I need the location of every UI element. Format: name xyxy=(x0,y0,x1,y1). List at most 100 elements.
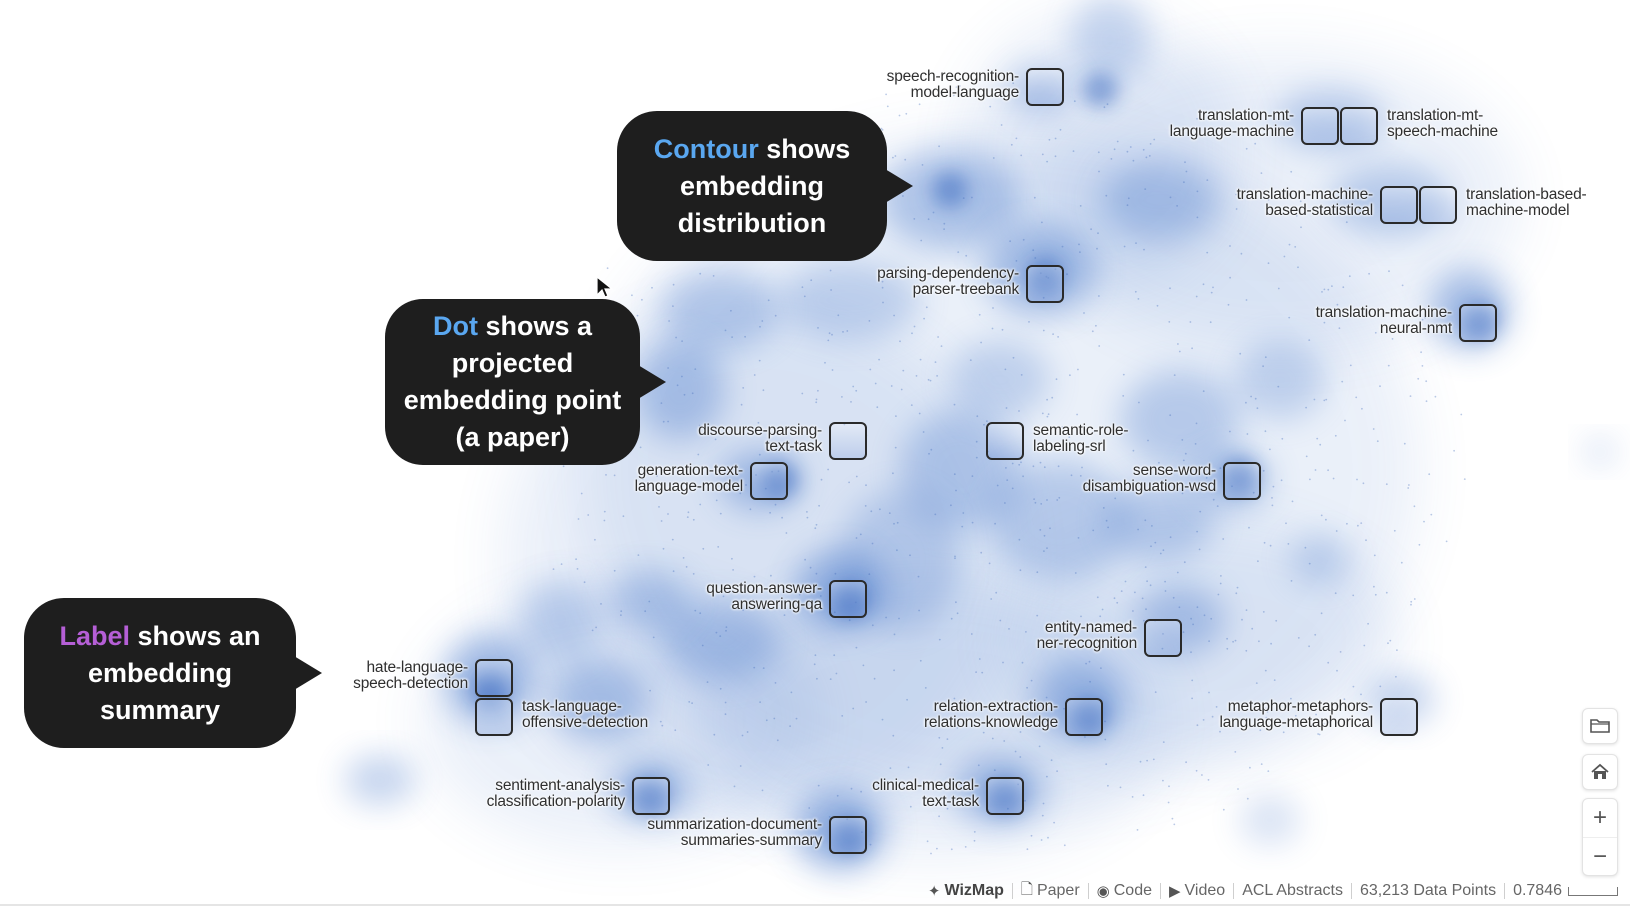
embedding-dot xyxy=(961,525,964,528)
embedding-dot xyxy=(1010,94,1012,96)
label-parsing-dependency[interactable]: parsing-dependency-parser-treebank xyxy=(877,265,1019,298)
tile-semantic-role[interactable] xyxy=(986,422,1024,460)
embedding-dot xyxy=(1169,196,1172,199)
label-generation-text[interactable]: generation-text-language-model xyxy=(634,462,744,495)
label-sense-word[interactable]: sense-word-disambiguation-wsd xyxy=(1082,462,1217,495)
embedding-dot xyxy=(1033,498,1035,500)
embedding-dot xyxy=(1277,287,1280,290)
label-summarization[interactable]: summarization-document-summaries-summary xyxy=(647,816,822,849)
embedding-dot xyxy=(682,557,685,559)
embedding-dot xyxy=(1032,249,1035,252)
label-clinical-medical[interactable]: clinical-medical-text-task xyxy=(872,777,979,810)
zoom-out-button[interactable]: − xyxy=(1592,843,1607,870)
label-relation-extraction[interactable]: relation-extraction-relations-knowledge xyxy=(923,698,1058,731)
tile-speech-recognition[interactable] xyxy=(1026,68,1064,106)
embedding-dot xyxy=(643,470,646,473)
embedding-dot xyxy=(1345,221,1348,224)
embedding-dot xyxy=(1282,731,1285,734)
zoom-in-button[interactable]: + xyxy=(1583,799,1617,838)
tile-translation-neural[interactable] xyxy=(1459,304,1497,342)
embedding-dot xyxy=(878,358,880,361)
embedding-dot xyxy=(1314,469,1317,471)
label-metaphor[interactable]: metaphor-metaphors-language-metaphorical xyxy=(1219,698,1374,731)
tile-task-language[interactable] xyxy=(475,698,513,736)
embedding-dot xyxy=(898,617,900,620)
embedding-dot xyxy=(1042,329,1045,332)
footer-code-link[interactable]: ◉ Code xyxy=(1089,882,1160,900)
embedding-dot xyxy=(789,725,791,727)
tile-sentiment-analysis[interactable] xyxy=(632,777,670,815)
tile-discourse-parsing[interactable] xyxy=(829,422,867,460)
folder-button[interactable] xyxy=(1582,708,1618,744)
tile-generation-text[interactable] xyxy=(750,462,788,500)
label-translation-mt-speech[interactable]: translation-mt-speech-machine xyxy=(1387,107,1498,140)
embedding-dot xyxy=(956,612,959,615)
label-speech-recognition[interactable]: speech-recognition-model-language xyxy=(886,68,1020,101)
embedding-dot xyxy=(876,406,879,409)
tile-summarization[interactable] xyxy=(829,816,867,854)
embedding-dot xyxy=(917,575,920,578)
embedding-dot xyxy=(938,638,941,641)
embedding-dot xyxy=(1051,396,1054,399)
tile-clinical-medical[interactable] xyxy=(986,777,1024,815)
embedding-dot xyxy=(770,574,772,577)
embedding-dot xyxy=(855,475,858,478)
tile-translation-mt-language[interactable] xyxy=(1301,107,1339,145)
label-hate-language[interactable]: hate-language-speech-detection xyxy=(353,659,468,692)
embedding-dot xyxy=(1396,649,1398,651)
footer-paper-link[interactable]: 🗋 Paper xyxy=(1013,879,1088,904)
embedding-dot xyxy=(694,609,697,612)
embedding-dot xyxy=(1043,534,1046,537)
tile-metaphor[interactable] xyxy=(1380,698,1418,736)
callout-label-line3: summary xyxy=(99,694,221,725)
tile-parsing-dependency[interactable] xyxy=(1026,265,1064,303)
embedding-dot xyxy=(1116,140,1119,143)
embedding-dot xyxy=(1046,415,1049,418)
embedding-dot xyxy=(992,157,995,159)
embedding-dot xyxy=(1045,720,1047,723)
footer-dataset-label: ACL Abstracts xyxy=(1242,882,1343,899)
embedding-dot xyxy=(594,538,596,541)
embedding-dot xyxy=(1379,385,1381,388)
footer-brand[interactable]: ✦ WizMap xyxy=(920,882,1012,900)
embedding-dot xyxy=(1343,698,1346,701)
embedding-dot xyxy=(1212,498,1215,501)
footer-video-link[interactable]: ▶ Video xyxy=(1161,882,1233,900)
label-translation-based-machine[interactable]: translation-based-machine-model xyxy=(1466,186,1587,219)
tile-sense-word[interactable] xyxy=(1223,462,1261,500)
label-sentiment-analysis[interactable]: sentiment-analysis-classification-polari… xyxy=(486,777,626,810)
label-translation-neural[interactable]: translation-machine-neural-nmt xyxy=(1315,304,1453,337)
home-button[interactable] xyxy=(1582,754,1618,790)
embedding-dot xyxy=(562,465,565,468)
embedding-dot xyxy=(1208,691,1210,694)
tile-translation-mt-speech[interactable] xyxy=(1340,107,1378,145)
embedding-dot xyxy=(725,629,727,632)
label-question-answer[interactable]: question-answer-answering-qa xyxy=(706,580,822,613)
embedding-dot xyxy=(1048,138,1051,141)
tile-hate-language[interactable] xyxy=(475,659,513,697)
label-semantic-role[interactable]: semantic-role-labeling-srl xyxy=(1033,422,1129,455)
label-entity-named[interactable]: entity-named-ner-recognition xyxy=(1036,619,1138,652)
label-translation-mt-language[interactable]: translation-mt-language-machine xyxy=(1169,107,1295,140)
embedding-dot xyxy=(724,713,727,716)
footer-divider xyxy=(1350,883,1352,899)
label-translation-machine-statistical[interactable]: translation-machine-based-statistical xyxy=(1236,186,1374,219)
embedding-dot xyxy=(848,481,850,484)
embedding-dot xyxy=(1334,592,1337,595)
embedding-dot xyxy=(1260,172,1263,175)
tile-entity-named[interactable] xyxy=(1144,619,1182,657)
label-discourse-parsing[interactable]: discourse-parsing-text-task xyxy=(698,422,822,455)
embedding-dot xyxy=(975,456,978,459)
label-task-language[interactable]: task-language-offensive-detection xyxy=(522,698,649,731)
embedding-dot xyxy=(818,504,820,507)
tile-translation-based-machine[interactable] xyxy=(1419,186,1457,224)
embedding-dot xyxy=(1294,714,1297,717)
embedding-dot xyxy=(613,569,616,572)
embedding-dot xyxy=(1026,848,1029,851)
embedding-dot xyxy=(1158,461,1160,464)
tile-translation-machine-statistical[interactable] xyxy=(1380,186,1418,224)
embedding-dot xyxy=(1194,136,1197,138)
embedding-dot xyxy=(1250,395,1252,398)
tile-relation-extraction[interactable] xyxy=(1065,698,1103,736)
tile-question-answer[interactable] xyxy=(829,580,867,618)
